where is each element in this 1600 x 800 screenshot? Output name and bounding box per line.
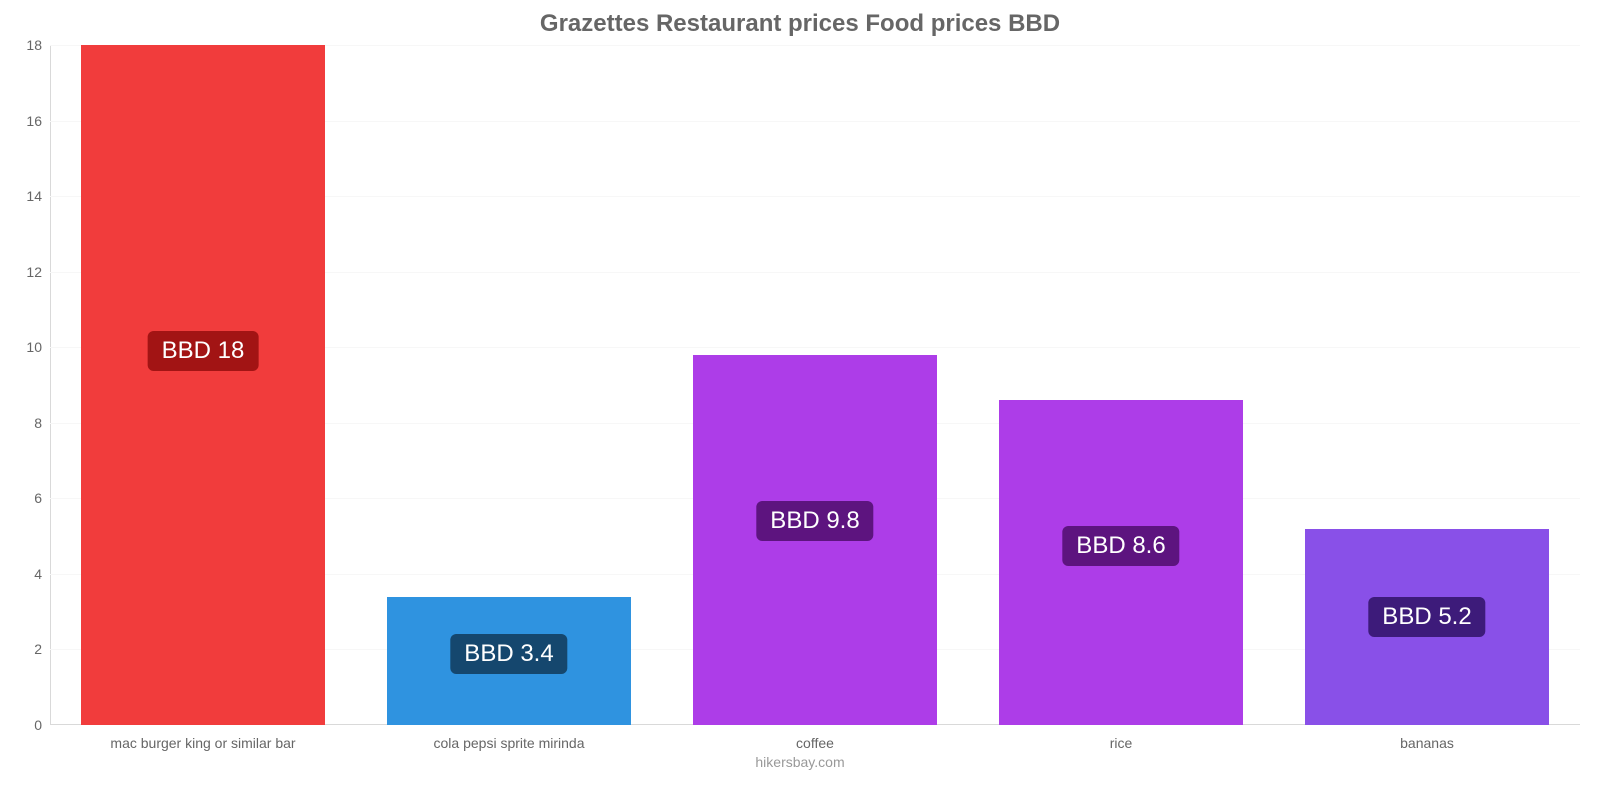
y-tick-label: 2 <box>10 641 42 657</box>
y-axis-line <box>50 45 51 725</box>
y-tick-label: 6 <box>10 490 42 506</box>
footer-credit: hikersbay.com <box>0 754 1600 770</box>
x-tick-label: rice <box>1110 735 1133 751</box>
bar-value-badge: BBD 5.2 <box>1368 597 1485 637</box>
bar-chart: Grazettes Restaurant prices Food prices … <box>0 0 1600 800</box>
y-tick-label: 18 <box>10 37 42 53</box>
plot-area: 024681012141618BBD 18mac burger king or … <box>50 45 1580 725</box>
x-tick-label: bananas <box>1400 735 1454 751</box>
x-tick-label: mac burger king or similar bar <box>110 735 295 751</box>
y-tick-label: 4 <box>10 566 42 582</box>
y-tick-label: 8 <box>10 415 42 431</box>
bar <box>81 45 326 725</box>
bar-value-badge: BBD 9.8 <box>756 501 873 541</box>
x-tick-label: coffee <box>796 735 834 751</box>
chart-title: Grazettes Restaurant prices Food prices … <box>0 0 1600 38</box>
bar-value-badge: BBD 18 <box>148 331 259 371</box>
bar-value-badge: BBD 3.4 <box>450 634 567 674</box>
y-tick-label: 14 <box>10 188 42 204</box>
y-tick-label: 16 <box>10 113 42 129</box>
x-tick-label: cola pepsi sprite mirinda <box>434 735 585 751</box>
bar-value-badge: BBD 8.6 <box>1062 526 1179 566</box>
y-tick-label: 0 <box>10 717 42 733</box>
y-tick-label: 10 <box>10 339 42 355</box>
y-tick-label: 12 <box>10 264 42 280</box>
